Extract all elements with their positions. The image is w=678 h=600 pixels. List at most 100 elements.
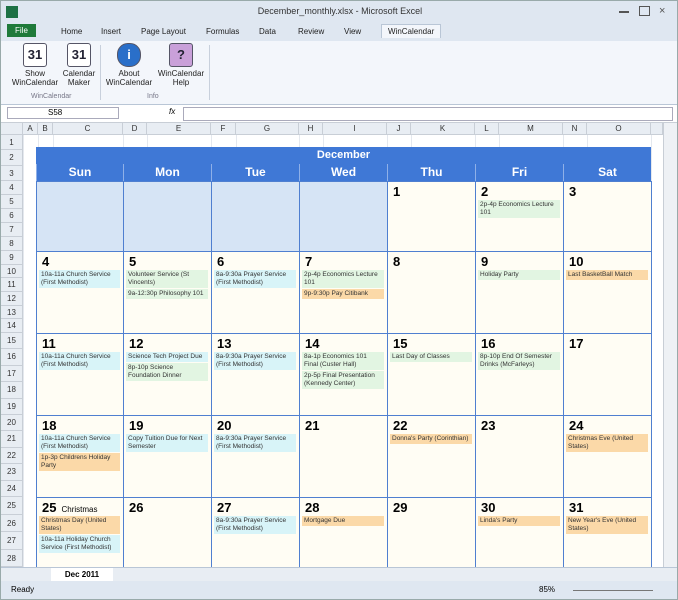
event: 8p-10p End Of Semester Drinks (McFarleys… bbox=[478, 352, 560, 370]
formula-input[interactable] bbox=[183, 107, 673, 121]
weekday-header: Thu bbox=[387, 164, 475, 181]
day-cell: 27 8a-9:30a Prayer Service (First Methodi… bbox=[211, 497, 300, 567]
name-box[interactable]: S58 bbox=[7, 107, 119, 119]
zoom-level: 85% bbox=[539, 585, 556, 594]
column-header: B bbox=[38, 123, 53, 135]
day-cell: 14 8a-1p Economics 101 Final (Custer Hall… bbox=[299, 333, 388, 416]
day-number: 28 bbox=[305, 500, 320, 515]
ribbon-tab[interactable]: Insert bbox=[101, 27, 122, 36]
row-header: 8 bbox=[1, 237, 23, 251]
weekday-header: Wed bbox=[299, 164, 387, 181]
day-header: 30 bbox=[476, 498, 563, 515]
button-icon: ? bbox=[169, 43, 193, 67]
column-header: D bbox=[123, 123, 147, 135]
day-number: 25 bbox=[42, 500, 57, 515]
day-number: 20 bbox=[217, 418, 232, 433]
sheet-tab[interactable]: Dec 2011 bbox=[51, 568, 113, 581]
day-cell: 17 bbox=[563, 333, 652, 416]
button-icon: 31 bbox=[23, 43, 47, 67]
day-cell: 21 bbox=[299, 415, 388, 498]
row-header: 24 bbox=[1, 480, 23, 497]
ribbon-button[interactable]: ? WinCalendar Help bbox=[153, 43, 209, 87]
row-header: 14 bbox=[1, 319, 23, 333]
ribbon-tab[interactable]: File bbox=[7, 24, 36, 37]
event: 2p-4p Economics Lecture 101 bbox=[478, 200, 560, 218]
day-header: 20 bbox=[212, 416, 299, 433]
day-cell: 28 Mortgage Due bbox=[299, 497, 388, 567]
day-cell: 9 Holiday Party bbox=[475, 251, 564, 334]
row-header: 28 bbox=[1, 549, 23, 567]
ribbon-button[interactable]: 31 Show WinCalendar bbox=[7, 43, 63, 87]
day-header: 17 bbox=[564, 334, 651, 351]
day-header: 14 bbox=[300, 334, 387, 351]
day-number: 7 bbox=[305, 254, 313, 269]
event: Last BasketBall Match bbox=[566, 270, 648, 280]
day-cell: 12 Science Tech Project Due 8p-10p Science… bbox=[123, 333, 212, 416]
event: Copy Tuition Due for Next Semester bbox=[126, 434, 208, 452]
event: Mortgage Due bbox=[302, 516, 384, 526]
row-header: 2 bbox=[1, 150, 23, 166]
ribbon-button[interactable]: 31 Calendar Maker bbox=[51, 43, 107, 87]
day-header: 18 bbox=[37, 416, 123, 433]
zoom-slider[interactable] bbox=[573, 590, 653, 591]
day-cell: 11 10a-11a Church Service (First Methodis… bbox=[36, 333, 124, 416]
event: New Year's Eve (United States) bbox=[566, 516, 648, 534]
row-header: 27 bbox=[1, 532, 23, 550]
ribbon-tab[interactable]: Formulas bbox=[206, 27, 240, 36]
event: 8a-9:30a Prayer Service (First Methodist… bbox=[214, 516, 296, 534]
fx-button[interactable]: fx bbox=[169, 107, 176, 116]
day-header: 8 bbox=[388, 252, 475, 269]
ribbon: 31 Show WinCalendar 31 Calendar Maker i About… bbox=[1, 41, 677, 105]
day-cell: 29 bbox=[387, 497, 476, 567]
group-separator bbox=[100, 45, 101, 100]
ribbon-tab[interactable]: Review bbox=[298, 27, 325, 36]
event: Christmas Day (United States) bbox=[39, 516, 120, 534]
row-header: 17 bbox=[1, 365, 23, 383]
column-header: I bbox=[323, 123, 387, 135]
event: Volunteer Service (St Vincents) bbox=[126, 270, 208, 288]
weekday-header: Fri bbox=[475, 164, 563, 181]
event: Last Day of Classes bbox=[390, 352, 472, 362]
ribbon-tab[interactable]: View bbox=[344, 27, 362, 36]
row-header: 16 bbox=[1, 349, 23, 366]
ribbon-tab[interactable]: Data bbox=[259, 27, 276, 36]
vertical-scrollbar[interactable] bbox=[663, 123, 677, 567]
day-cell: 22 Donna's Party (Corinthian) bbox=[387, 415, 476, 498]
day-header: 24 bbox=[564, 416, 651, 433]
day-number: 23 bbox=[481, 418, 496, 433]
event: Christmas Eve (United States) bbox=[566, 434, 648, 452]
day-cell bbox=[299, 181, 388, 252]
day-number: 21 bbox=[305, 418, 320, 433]
day-cell bbox=[211, 181, 300, 252]
event: Science Tech Project Due bbox=[126, 352, 208, 362]
column-header: O bbox=[587, 123, 651, 135]
day-cell: 30 Linda's Party bbox=[475, 497, 564, 567]
ribbon-tab[interactable]: Page Layout bbox=[141, 27, 186, 36]
day-number: 11 bbox=[42, 336, 56, 351]
day-cell: 2 2p-4p Economics Lecture 101 bbox=[475, 181, 564, 252]
column-header: L bbox=[475, 123, 499, 135]
ribbon-button[interactable]: i About WinCalendar bbox=[101, 43, 157, 87]
column-header: J bbox=[387, 123, 411, 135]
window-controls[interactable]: × bbox=[619, 5, 673, 17]
event: 8a-1p Economics 101 Final (Custer Hall) bbox=[302, 352, 384, 370]
day-cell: 15 Last Day of Classes bbox=[387, 333, 476, 416]
day-cell: 10 Last BasketBall Match bbox=[563, 251, 652, 334]
corner bbox=[1, 123, 23, 135]
event: 10a-11a Church Service (First Methodist) bbox=[39, 434, 120, 452]
day-number: 19 bbox=[129, 418, 144, 433]
ribbon-tab[interactable]: WinCalendar bbox=[381, 24, 442, 38]
row-header: 11 bbox=[1, 278, 23, 292]
day-number: 12 bbox=[129, 336, 144, 351]
sheet-tab-bar: Dec 2011 bbox=[1, 567, 677, 582]
button-label: Calendar Maker bbox=[62, 69, 96, 87]
column-header: K bbox=[411, 123, 475, 135]
day-header: 1 bbox=[388, 182, 475, 199]
gridline bbox=[23, 135, 24, 567]
column-header bbox=[651, 123, 663, 135]
day-header: 12 bbox=[124, 334, 211, 351]
ribbon-tab[interactable]: Home bbox=[61, 27, 83, 36]
event: 10a-11a Holiday Church Service (First Me… bbox=[39, 535, 120, 553]
day-header: 16 bbox=[476, 334, 563, 351]
column-header: N bbox=[563, 123, 587, 135]
